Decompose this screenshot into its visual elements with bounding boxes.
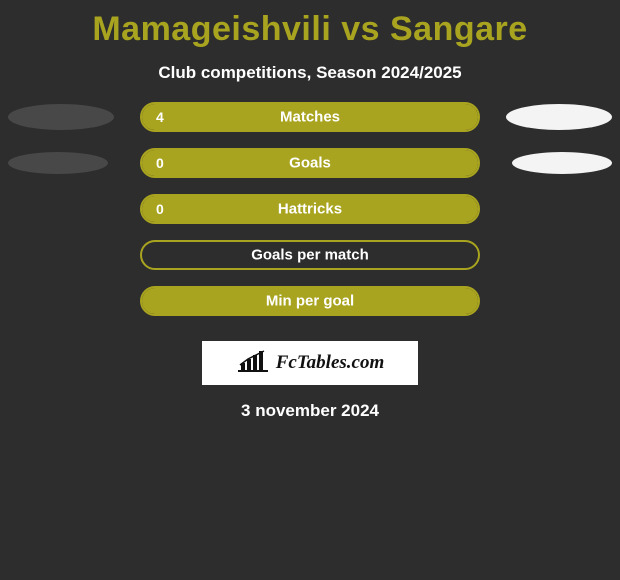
right-marker: [506, 104, 612, 130]
stat-rows: 4 Matches 0 Goals 0 Hattricks: [0, 101, 620, 317]
logo-text: FcTables.com: [276, 352, 385, 374]
left-marker: [8, 152, 108, 174]
stat-label: Hattricks: [142, 201, 478, 218]
stat-bar: Min per goal: [140, 286, 480, 316]
logo-box: FcTables.com: [202, 341, 418, 385]
stat-label: Matches: [142, 109, 478, 126]
stat-row-hattricks: 0 Hattricks: [0, 193, 620, 225]
stat-row-goals-per-match: Goals per match: [0, 239, 620, 271]
stat-row-matches: 4 Matches: [0, 101, 620, 133]
page-subtitle: Club competitions, Season 2024/2025: [0, 63, 620, 83]
stat-bar: Goals per match: [140, 240, 480, 270]
right-marker: [512, 152, 612, 174]
stat-row-goals: 0 Goals: [0, 147, 620, 179]
stat-bar: 0 Hattricks: [140, 194, 480, 224]
stat-bar: 4 Matches: [140, 102, 480, 132]
left-marker: [8, 104, 114, 130]
bar-chart-icon: [236, 349, 270, 378]
stat-label: Goals per match: [142, 247, 478, 264]
comparison-card: Mamageishvili vs Sangare Club competitio…: [0, 0, 620, 580]
page-title: Mamageishvili vs Sangare: [0, 10, 620, 49]
date-label: 3 november 2024: [0, 401, 620, 421]
stat-label: Goals: [142, 155, 478, 172]
stat-row-min-per-goal: Min per goal: [0, 285, 620, 317]
stat-bar: 0 Goals: [140, 148, 480, 178]
stat-label: Min per goal: [142, 293, 478, 310]
